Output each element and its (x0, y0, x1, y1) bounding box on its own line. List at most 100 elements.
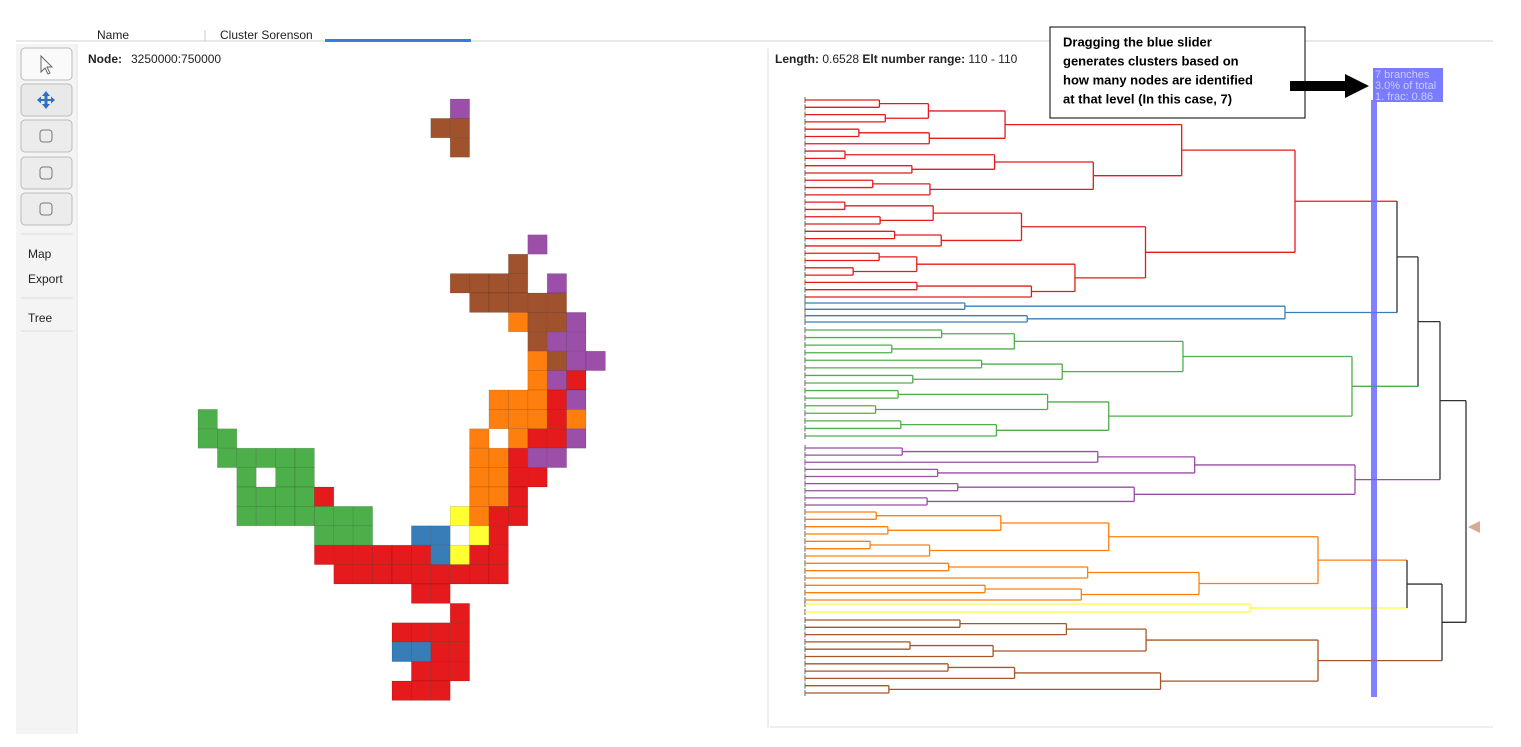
map-cell (352, 506, 373, 527)
map-cell (488, 389, 509, 410)
map-cell (352, 544, 373, 565)
map-cell (236, 467, 257, 488)
map-cell (527, 409, 548, 430)
map-cell (508, 409, 529, 430)
map-cell (508, 447, 529, 468)
map-cell (217, 447, 238, 468)
dendrogram (804, 97, 1467, 696)
collapse-handle[interactable] (1468, 521, 1480, 533)
map-cell (508, 467, 529, 488)
map-cell (546, 273, 567, 294)
annotation-box (1049, 26, 1306, 119)
map-cell (449, 661, 470, 682)
map-cell (255, 506, 276, 527)
map-cell (430, 661, 451, 682)
menu-item[interactable]: Export (28, 272, 63, 286)
tool-grid[interactable] (20, 192, 73, 226)
map-cell (333, 506, 354, 527)
map-cell (449, 544, 470, 565)
move-icon (37, 91, 55, 109)
annotation-text: how many nodes are identified (1063, 72, 1253, 87)
map-cell (430, 525, 451, 546)
map-cell (508, 292, 529, 313)
map-cell (527, 389, 548, 410)
annotation-arrow (1290, 74, 1369, 98)
slider-text: 1. frac: 0.86 (1375, 91, 1433, 103)
map-cell (430, 544, 451, 565)
map-cell (430, 622, 451, 643)
tool-select[interactable] (20, 47, 73, 81)
map-cell (236, 447, 257, 468)
tool-zoom[interactable] (20, 119, 73, 153)
map-cell (411, 583, 432, 604)
map-cell (469, 292, 490, 313)
map-cell (352, 564, 373, 585)
map-cell (255, 447, 276, 468)
map-cell (197, 409, 218, 430)
map-cell (411, 525, 432, 546)
map-cell (449, 118, 470, 139)
grid-icon (39, 202, 53, 216)
map-cell (236, 506, 257, 527)
slider-text: 3.0% of total (1375, 80, 1436, 92)
menu-item[interactable]: Map (28, 247, 52, 261)
tool-move[interactable] (20, 83, 73, 117)
map-cell (411, 564, 432, 585)
map-cell (488, 486, 509, 507)
tool-fit[interactable] (20, 156, 73, 190)
map-cell (391, 564, 412, 585)
map-cell (449, 641, 470, 662)
map-cell (546, 331, 567, 352)
map-cell (546, 447, 567, 468)
map-cell (430, 564, 451, 585)
map-cell (527, 370, 548, 391)
map-cell (372, 564, 393, 585)
tool-button[interactable] (20, 156, 73, 190)
menu-item[interactable]: Tree (28, 311, 53, 325)
node-value: 3250000:750000 (131, 52, 221, 66)
map-cell (508, 253, 529, 274)
map-cell (411, 661, 432, 682)
map-cell (488, 564, 509, 585)
map-cell (430, 118, 451, 139)
map-cell (294, 447, 315, 468)
map-cell (566, 389, 587, 410)
fit-icon (39, 166, 53, 180)
map-cell (527, 331, 548, 352)
map-cell (566, 370, 587, 391)
header-column[interactable]: Name (97, 28, 129, 42)
map-cell (275, 447, 296, 468)
map-cell (411, 544, 432, 565)
cut-slider[interactable] (1371, 100, 1377, 697)
map-cell (488, 409, 509, 430)
map-cell (546, 312, 567, 333)
map-cell (469, 564, 490, 585)
map-cell (469, 525, 490, 546)
map-cell (469, 544, 490, 565)
map-cell (527, 292, 548, 313)
tool-button[interactable] (20, 119, 73, 153)
map-cell (236, 486, 257, 507)
map-cell (294, 506, 315, 527)
tool-button[interactable] (20, 192, 73, 226)
map-cell (546, 428, 567, 449)
map-cell (314, 525, 335, 546)
map-cell (527, 350, 548, 371)
map-cell (294, 486, 315, 507)
map-cell (449, 622, 470, 643)
map-cell (508, 273, 529, 294)
length-value: 0.6528 (822, 52, 859, 66)
map-cell (469, 467, 490, 488)
map-cell (488, 506, 509, 527)
cluster-map (197, 98, 606, 701)
map-cell (333, 525, 354, 546)
map-cell (449, 98, 470, 119)
map-cell (546, 350, 567, 371)
map-cell (314, 506, 335, 527)
map-cell (527, 447, 548, 468)
map-cell (546, 409, 567, 430)
map-cell (449, 506, 470, 527)
map-cell (352, 525, 373, 546)
map-cell (508, 312, 529, 333)
header-column[interactable]: Cluster Sorenson (220, 28, 313, 42)
